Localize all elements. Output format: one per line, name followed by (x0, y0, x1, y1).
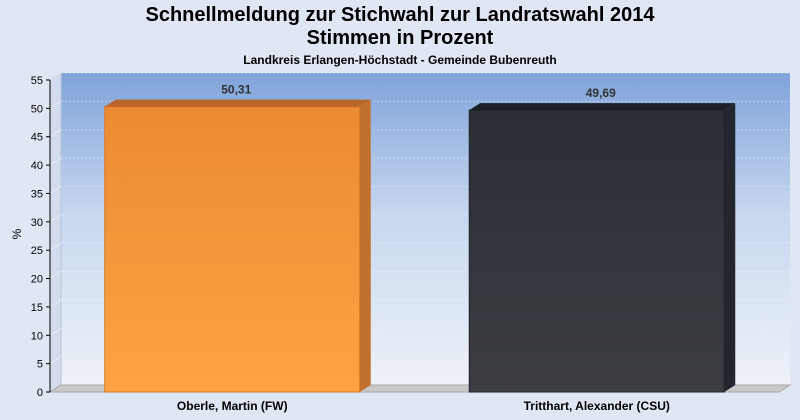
y-tick-label: 10 (31, 330, 43, 342)
bar[interactable] (468, 109, 725, 393)
grid-line-side (49, 271, 62, 279)
bar[interactable] (104, 106, 361, 393)
bar-value-label: 49,69 (586, 86, 616, 100)
grid-line-side (49, 186, 62, 194)
bar-side (359, 99, 371, 392)
grid-line-side (49, 72, 62, 81)
grid-line-side (49, 327, 62, 336)
chart-subsubtitle: Landkreis Erlangen-Höchstadt - Gemeinde … (243, 53, 557, 67)
y-tick-label: 20 (31, 274, 43, 286)
grid-line-side (49, 242, 62, 251)
y-tick-label: 5 (37, 359, 43, 371)
grid-line-side (49, 100, 62, 109)
x-category-label: Oberle, Martin (FW) (177, 399, 288, 413)
bar-value-label: 50,31 (221, 83, 251, 97)
y-tick-label: 40 (31, 160, 43, 172)
bar-top (469, 103, 736, 111)
grid-line-side (49, 356, 62, 365)
chart-subtitle: Stimmen in Prozent (306, 27, 494, 49)
y-axis-label: % (10, 228, 24, 239)
y-tick-label: 55 (31, 75, 43, 87)
y-tick-label: 45 (31, 132, 43, 144)
y-tick-label: 25 (31, 245, 43, 257)
plot-side-wall (49, 72, 62, 393)
y-tick-label: 50 (31, 103, 43, 115)
grid-line-side (49, 299, 62, 308)
y-tick-label: 30 (31, 217, 43, 229)
bar-top (104, 99, 371, 107)
x-category-label: Tritthart, Alexander (CSU) (524, 399, 670, 413)
y-tick-label: 35 (31, 188, 43, 200)
chart-title: Schnellmeldung zur Stichwahl zur Landrat… (145, 4, 655, 26)
grid-line-side (49, 129, 62, 138)
grid-line-side (49, 157, 62, 166)
y-tick-label: 0 (37, 387, 43, 399)
y-tick-label: 15 (31, 302, 43, 314)
grid-line-side (49, 214, 62, 223)
chart-title-block: Schnellmeldung zur Stichwahl zur Landrat… (0, 0, 800, 68)
bar-side (724, 103, 736, 392)
